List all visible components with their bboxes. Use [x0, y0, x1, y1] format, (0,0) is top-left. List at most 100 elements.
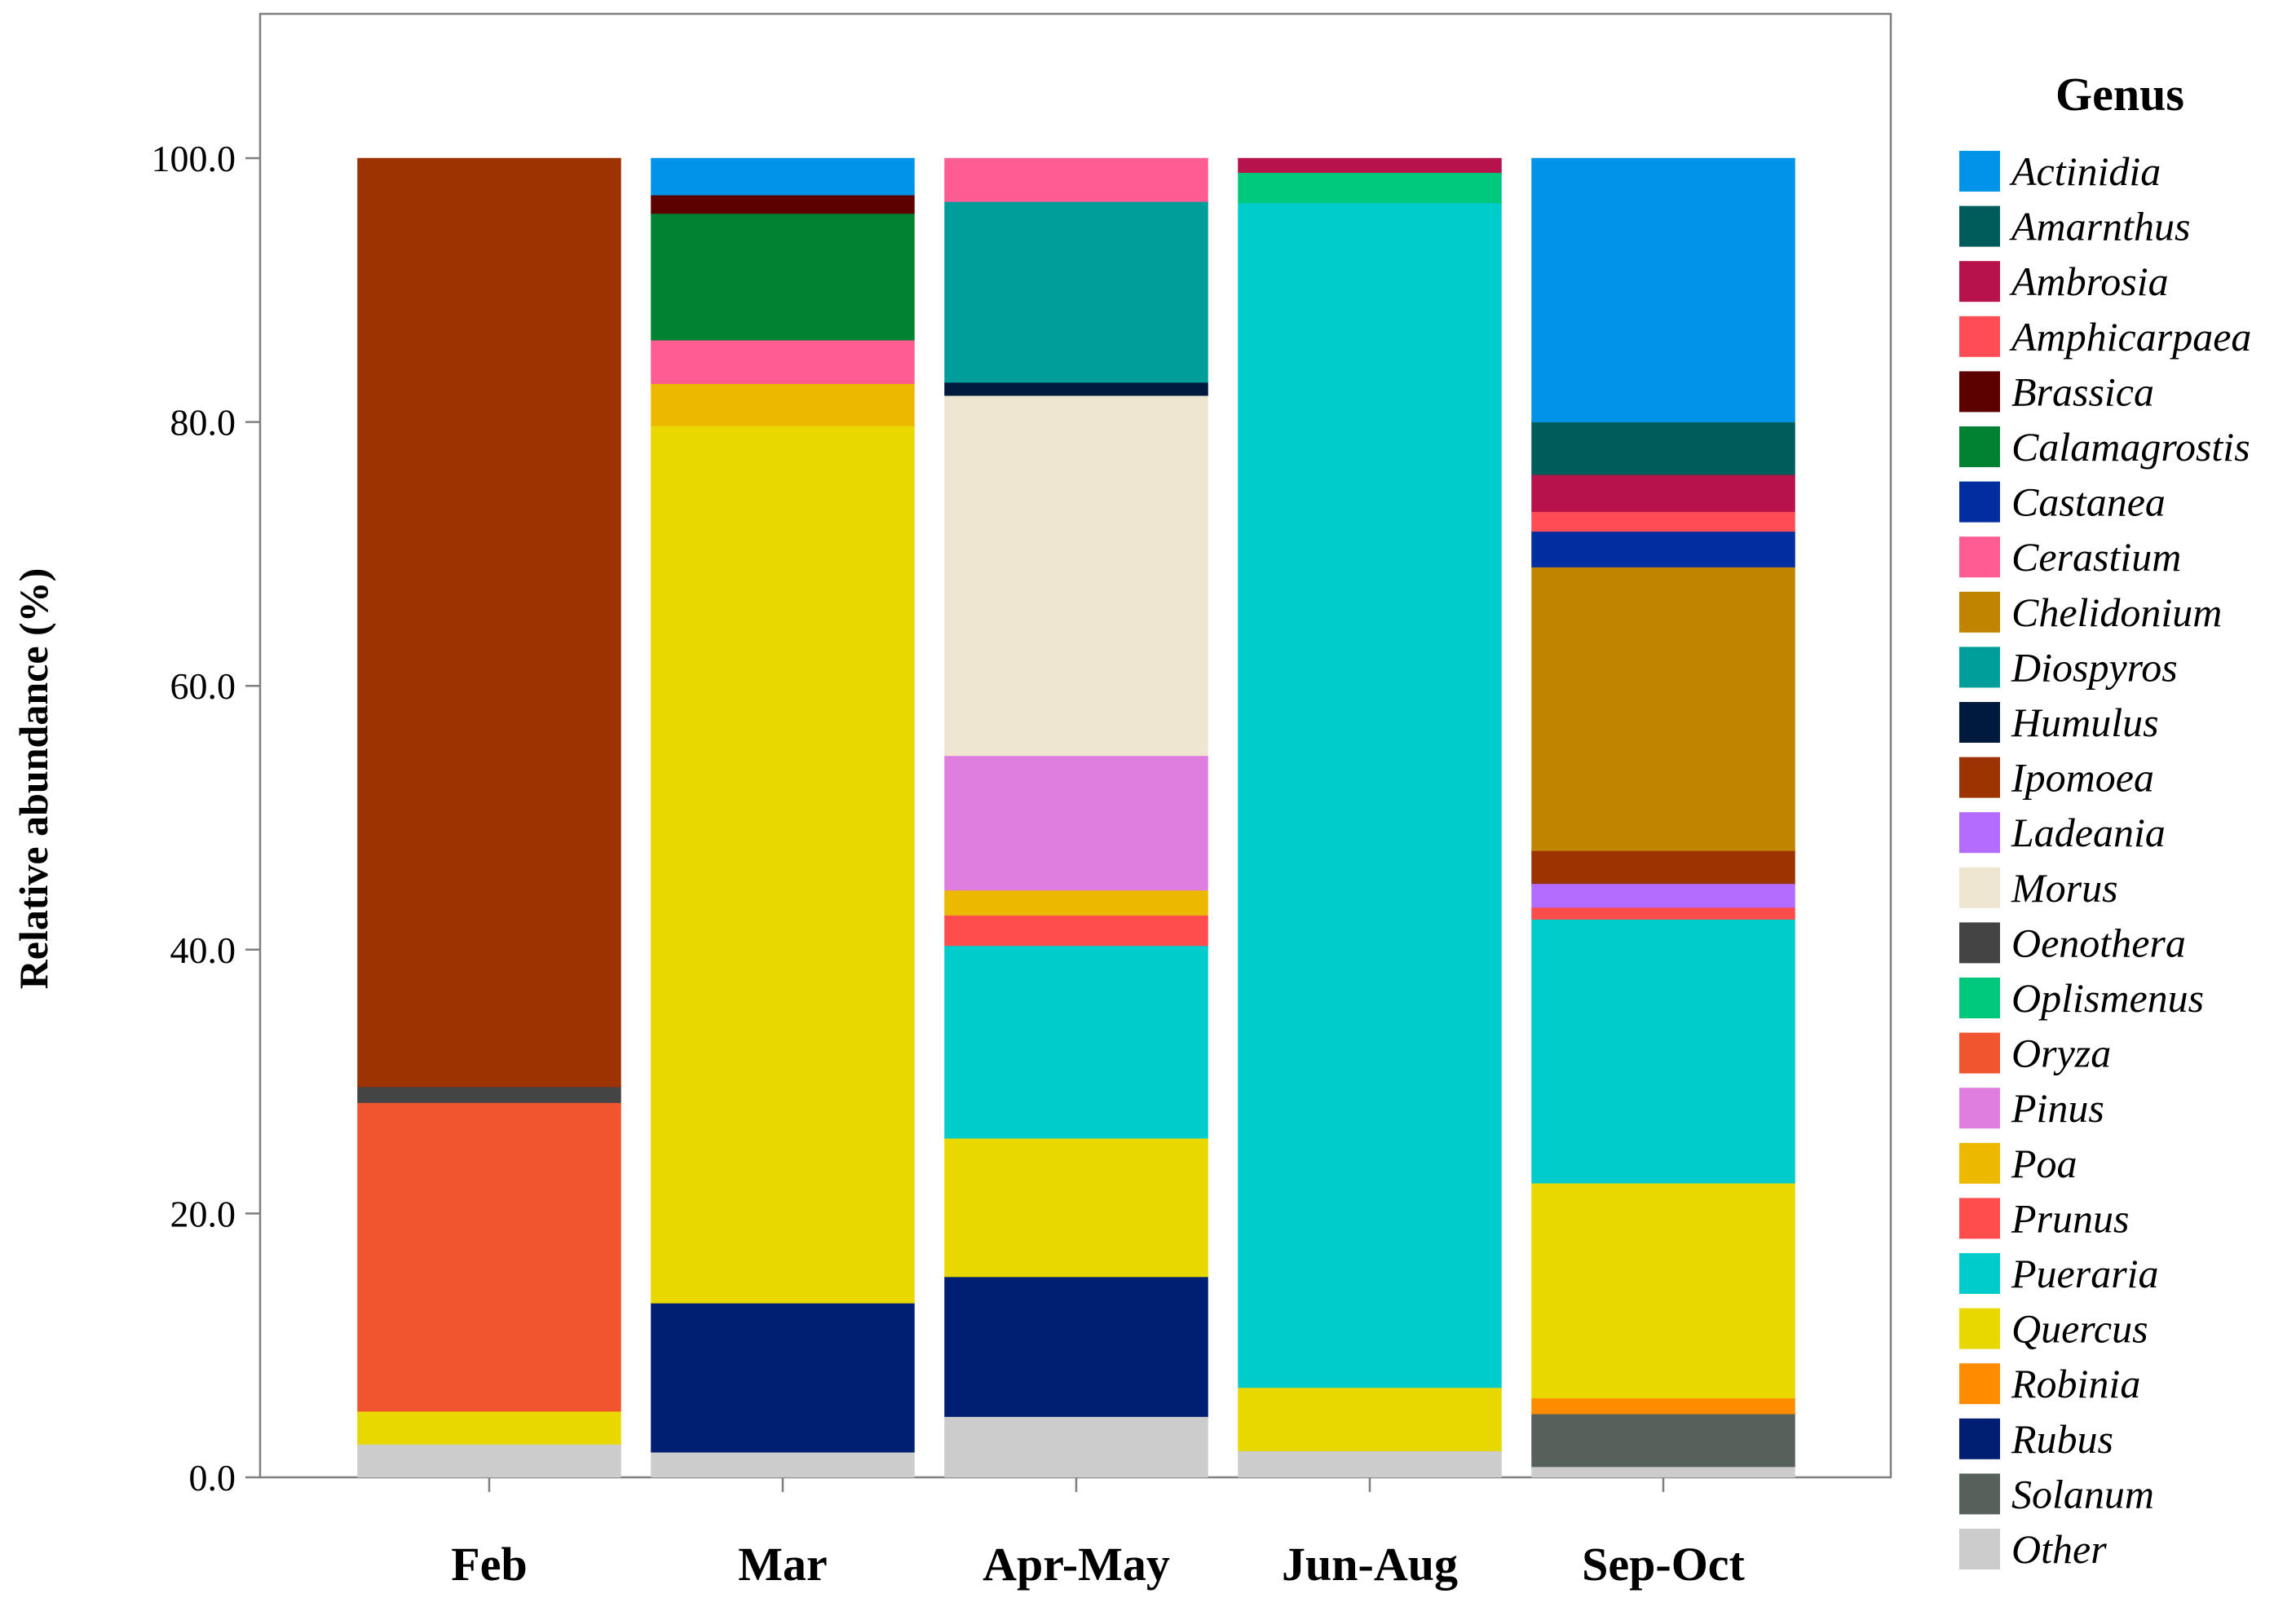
bar-segment-quercus-mar — [651, 426, 915, 1304]
legend-label-humulus: Humulus — [2011, 700, 2159, 745]
legend-label-prunus: Prunus — [2011, 1195, 2129, 1241]
legend-swatch-rubus — [1959, 1418, 2000, 1459]
legend-label-brassica: Brassica — [2011, 369, 2154, 414]
legend-swatch-pinus — [1959, 1088, 2000, 1129]
y-tick-label: 60.0 — [170, 665, 236, 707]
legend-swatch-chelidonium — [1959, 591, 2000, 633]
bar-segment-other-mar — [651, 1452, 915, 1478]
bar-segment-robinia-sep-oct — [1531, 1397, 1795, 1415]
legend-label-oplismenus: Oplismenus — [2011, 975, 2204, 1021]
bar-segment-ipomoea-sep-oct — [1531, 850, 1795, 885]
bar-segment-ambrosia-sep-oct — [1531, 475, 1795, 512]
legend-label-cerastium: Cerastium — [2011, 534, 2181, 580]
bar-segment-rubus-apr-may — [944, 1276, 1208, 1417]
y-tick-label: 20.0 — [170, 1193, 236, 1234]
legend-label-ambrosia: Ambrosia — [2009, 258, 2169, 304]
bar-segment-amarnthus-sep-oct — [1531, 422, 1795, 475]
y-tick-label: 100.0 — [152, 138, 236, 179]
x-tick-label: Apr-May — [982, 1538, 1170, 1591]
legend-swatch-humulus — [1959, 702, 2000, 743]
bar-segment-pinus-apr-may — [944, 755, 1208, 891]
legend: Actinidia Amarnthus Ambrosia Amphicarpaea Br… — [1959, 148, 2251, 1572]
legend-swatch-poa — [1959, 1142, 2000, 1184]
legend-swatch-diospyros — [1959, 647, 2000, 688]
bar-segment-ambrosia-jun-aug — [1238, 157, 1502, 174]
legend-swatch-ladeania — [1959, 812, 2000, 854]
x-tick-label: Sep-Oct — [1582, 1538, 1745, 1591]
bar-segment-actinidia-sep-oct — [1531, 157, 1795, 422]
legend-label-quercus: Quercus — [2011, 1306, 2148, 1352]
legend-swatch-castanea — [1959, 481, 2000, 523]
bar-segment-pueraria-jun-aug — [1238, 202, 1502, 1388]
x-tick-label: Feb — [451, 1538, 527, 1591]
legend-swatch-morus — [1959, 867, 2000, 908]
legend-label-chelidonium: Chelidonium — [2011, 589, 2222, 635]
bar-segment-prunus-sep-oct — [1531, 907, 1795, 920]
bar-segment-pueraria-apr-may — [944, 945, 1208, 1139]
bar-segment-other-jun-aug — [1238, 1450, 1502, 1478]
bar-segment-pueraria-sep-oct — [1531, 919, 1795, 1184]
bar-segment-brassica-mar — [651, 195, 915, 214]
legend-swatch-oenothera — [1959, 922, 2000, 964]
bar-segment-actinidia-mar — [651, 157, 915, 196]
y-tick-label: 0.0 — [189, 1457, 236, 1499]
legend-swatch-oryza — [1959, 1032, 2000, 1074]
legend-swatch-cerastium — [1959, 536, 2000, 578]
bar-segment-castanea-sep-oct — [1531, 531, 1795, 567]
bar-segment-prunus-apr-may — [944, 915, 1208, 947]
bar-segment-ipomoea-feb — [357, 157, 621, 1088]
legend-label-morus: Morus — [2011, 865, 2118, 911]
bar-segment-oryza-feb — [357, 1102, 621, 1412]
legend-swatch-oplismenus — [1959, 978, 2000, 1018]
x-tick-label: Jun-Aug — [1282, 1538, 1458, 1591]
bar-segment-diospyros-apr-may — [944, 201, 1208, 383]
bars-group — [357, 157, 1795, 1478]
legend-label-solanum: Solanum — [2011, 1471, 2154, 1516]
legend-label-other: Other — [2011, 1526, 2107, 1572]
bar-segment-oenothera-feb — [357, 1086, 621, 1103]
legend-swatch-robinia — [1959, 1363, 2000, 1405]
legend-label-castanea: Castanea — [2011, 479, 2166, 525]
legend-label-actinidia: Actinidia — [2009, 148, 2161, 194]
legend-swatch-brassica — [1959, 371, 2000, 413]
legend-label-pueraria: Pueraria — [2011, 1251, 2159, 1296]
legend-swatch-amphicarpaea — [1959, 316, 2000, 357]
bar-segment-calamagrostis-mar — [651, 213, 915, 341]
y-axis: 0.0 20.0 40.0 60.0 80.0 100.0 — [152, 138, 260, 1499]
bar-segment-chelidonium-sep-oct — [1531, 567, 1795, 851]
bar-segment-other-apr-may — [944, 1416, 1208, 1478]
bar-segment-rubus-mar — [651, 1303, 915, 1453]
legend-swatch-amarnthus — [1959, 205, 2000, 247]
legend-swatch-other — [1959, 1529, 2000, 1569]
legend-swatch-solanum — [1959, 1473, 2000, 1515]
legend-title: Genus — [2055, 68, 2184, 121]
bar-segment-ladeania-sep-oct — [1531, 883, 1795, 908]
bar-segment-quercus-sep-oct — [1531, 1182, 1795, 1399]
legend-swatch-quercus — [1959, 1308, 2000, 1349]
bar-segment-humulus-apr-may — [944, 382, 1208, 396]
legend-swatch-ipomoea — [1959, 757, 2000, 798]
legend-swatch-ambrosia — [1959, 261, 2000, 302]
bar-segment-oplismenus-jun-aug — [1238, 172, 1502, 204]
legend-label-rubus: Rubus — [2011, 1416, 2113, 1462]
legend-swatch-actinidia — [1959, 151, 2000, 192]
bar-segment-amphicarpaea-sep-oct — [1531, 511, 1795, 532]
legend-swatch-prunus — [1959, 1198, 2000, 1239]
x-tick-label: Mar — [738, 1538, 828, 1591]
bar-segment-quercus-jun-aug — [1238, 1387, 1502, 1451]
bar-segment-cerastium-mar — [651, 340, 915, 384]
y-axis-label: Relative abundance (%) — [11, 568, 56, 990]
legend-label-robinia: Robinia — [2011, 1361, 2140, 1406]
bar-segment-quercus-feb — [357, 1410, 621, 1445]
bar-segment-poa-mar — [651, 383, 915, 426]
bar-segment-quercus-apr-may — [944, 1137, 1208, 1278]
x-axis: Feb Mar Apr-May Jun-Aug Sep-Oct — [451, 1477, 1746, 1591]
legend-label-amarnthus: Amarnthus — [2009, 204, 2190, 249]
legend-label-ladeania: Ladeania — [2011, 810, 2166, 855]
bar-segment-other-sep-oct — [1531, 1466, 1795, 1478]
legend-label-pinus: Pinus — [2011, 1085, 2104, 1131]
y-tick-label: 40.0 — [170, 929, 236, 971]
legend-label-oenothera: Oenothera — [2011, 920, 2186, 965]
legend-label-calamagrostis: Calamagrostis — [2011, 424, 2250, 470]
